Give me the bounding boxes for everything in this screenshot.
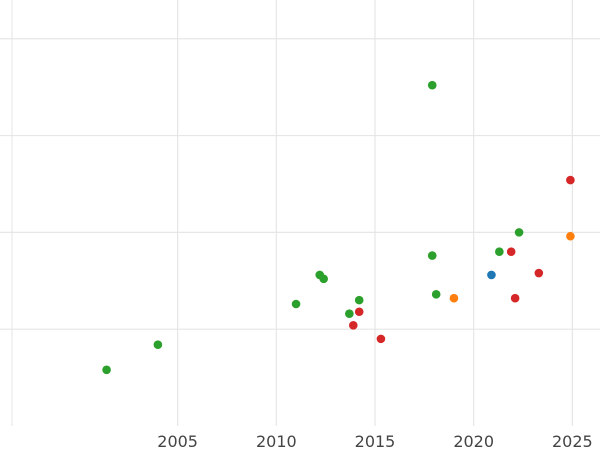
data-point: [427, 80, 437, 90]
data-point: [566, 175, 575, 185]
x-tick-label: 2005: [157, 432, 198, 450]
data-point: [345, 309, 354, 318]
data-point: [495, 247, 504, 257]
data-point: [153, 340, 163, 349]
data-point: [449, 293, 459, 303]
data-point: [487, 270, 496, 280]
data-points: [102, 80, 575, 375]
data-point: [534, 268, 544, 278]
data-point: [506, 247, 516, 257]
data-point: [354, 307, 364, 317]
data-point: [102, 365, 111, 375]
grid: [0, 0, 600, 426]
data-point: [348, 321, 358, 330]
data-point: [431, 290, 441, 299]
data-point: [427, 251, 437, 260]
data-point: [319, 274, 328, 284]
x-tick-label: 2010: [256, 432, 297, 450]
x-tick-label: 2015: [355, 432, 396, 450]
data-point: [354, 295, 364, 305]
x-axis-tick-labels: 2005 2010 2015 2020 2025: [157, 432, 592, 450]
x-tick-label: 2025: [552, 432, 593, 450]
data-point: [376, 334, 386, 344]
data-point: [514, 228, 524, 237]
data-point: [291, 299, 301, 309]
data-point: [510, 293, 520, 303]
data-point: [566, 231, 575, 241]
x-tick-label: 2020: [453, 432, 494, 450]
